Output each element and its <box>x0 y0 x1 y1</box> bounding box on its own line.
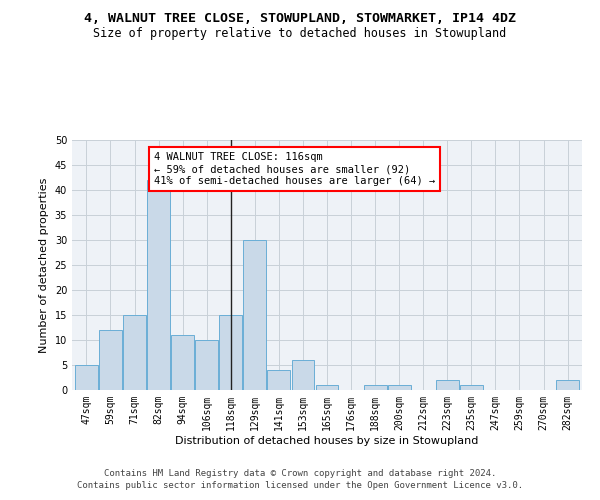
Y-axis label: Number of detached properties: Number of detached properties <box>39 178 49 352</box>
Text: 4, WALNUT TREE CLOSE, STOWUPLAND, STOWMARKET, IP14 4DZ: 4, WALNUT TREE CLOSE, STOWUPLAND, STOWMA… <box>84 12 516 26</box>
Bar <box>99 330 122 390</box>
Bar <box>436 380 459 390</box>
Bar <box>364 385 386 390</box>
Bar <box>316 385 338 390</box>
Bar <box>460 385 483 390</box>
Bar <box>123 315 146 390</box>
Bar <box>556 380 579 390</box>
Bar <box>220 315 242 390</box>
Bar <box>244 240 266 390</box>
Text: Contains HM Land Registry data © Crown copyright and database right 2024.
Contai: Contains HM Land Registry data © Crown c… <box>77 468 523 490</box>
Bar <box>147 180 170 390</box>
Bar <box>195 340 218 390</box>
Bar <box>388 385 410 390</box>
Bar <box>292 360 314 390</box>
Text: Size of property relative to detached houses in Stowupland: Size of property relative to detached ho… <box>94 28 506 40</box>
Text: 4 WALNUT TREE CLOSE: 116sqm
← 59% of detached houses are smaller (92)
41% of sem: 4 WALNUT TREE CLOSE: 116sqm ← 59% of det… <box>154 152 435 186</box>
Bar <box>171 335 194 390</box>
Bar <box>75 365 98 390</box>
X-axis label: Distribution of detached houses by size in Stowupland: Distribution of detached houses by size … <box>175 436 479 446</box>
Bar <box>268 370 290 390</box>
